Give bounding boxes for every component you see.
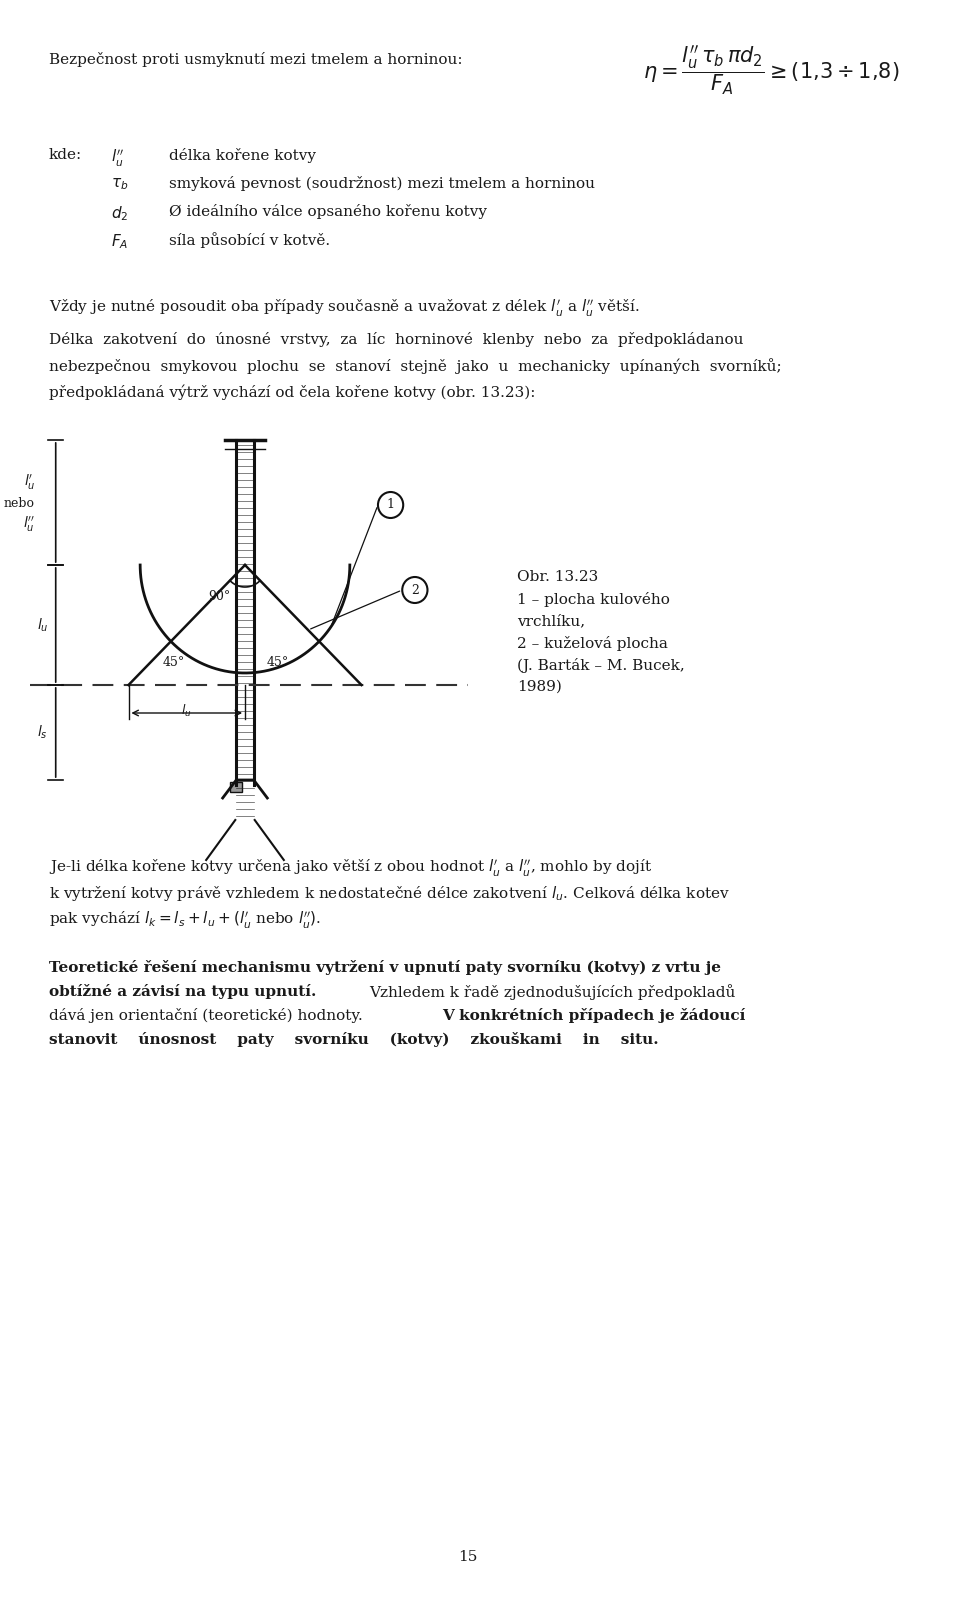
Text: V konkrétních případech je žádoucí: V konkrétních případech je žádoucí [442, 1008, 745, 1022]
Text: $l_s$: $l_s$ [37, 723, 48, 741]
Text: $l_u$: $l_u$ [37, 616, 49, 634]
Text: 45°: 45° [162, 656, 184, 669]
Text: 2 – kuželová plocha: 2 – kuželová plocha [516, 635, 667, 651]
Text: Teoretické řešení mechanismu vytržení v upnutí paty svorníku (kotvy) z vrtu je: Teoretické řešení mechanismu vytržení v … [49, 960, 721, 974]
Text: kde:: kde: [49, 149, 83, 162]
Text: $l_u^{\prime\prime}$: $l_u^{\prime\prime}$ [111, 149, 124, 170]
Text: $l_u$: $l_u$ [181, 702, 192, 718]
Text: nebezpečnou  smykovou  plochu  se  stanoví  stejně  jako  u  mechanicky  upínaný: nebezpečnou smykovou plochu se stanoví s… [49, 358, 781, 374]
Text: Obr. 13.23: Obr. 13.23 [516, 570, 598, 584]
Text: smyková pevnost (soudržnost) mezi tmelem a horninou: smyková pevnost (soudržnost) mezi tmelem… [169, 176, 595, 190]
Text: předpokládaná výtrž vychází od čela kořene kotvy (obr. 13.23):: předpokládaná výtrž vychází od čela koře… [49, 384, 536, 400]
Text: 15: 15 [459, 1550, 478, 1565]
Text: k vytržení kotvy právě vzhledem k nedostatečné délce zakotvení $l_u$. Celková dé: k vytržení kotvy právě vzhledem k nedost… [49, 883, 730, 902]
Text: vrchlíku,: vrchlíku, [516, 614, 585, 627]
Text: $l_u^{\prime}$: $l_u^{\prime}$ [24, 474, 36, 493]
Text: nebo: nebo [3, 498, 35, 510]
Text: stanovit    únosnost    paty    svorníku    (kotvy)    zkouškami    in    situ.: stanovit únosnost paty svorníku (kotvy) … [49, 1032, 659, 1046]
Text: obtížné a závisí na typu upnutí.: obtížné a závisí na typu upnutí. [49, 984, 316, 998]
Bar [230, 782, 242, 792]
Text: 1: 1 [387, 499, 395, 512]
Text: $\tau_b$: $\tau_b$ [111, 176, 129, 192]
Text: 90°: 90° [208, 590, 230, 603]
Text: $F_A$: $F_A$ [111, 232, 129, 251]
Text: 45°: 45° [266, 656, 289, 669]
Text: síla působící v kotvě.: síla působící v kotvě. [169, 232, 330, 248]
Text: $l_u^{\prime\prime}$: $l_u^{\prime\prime}$ [23, 515, 36, 534]
Text: Bezpečnost proti usmyknutí mezi tmelem a horninou:: Bezpečnost proti usmyknutí mezi tmelem a… [49, 51, 463, 67]
Text: Vždy je nutné posoudit oba případy současně a uvažovat z délek $l_u^{\prime}$ a : Vždy je nutné posoudit oba případy souča… [49, 298, 639, 318]
Text: Délka  zakotvení  do  únosné  vrstvy,  za  líc  horninové  klenby  nebo  za  pře: Délka zakotvení do únosné vrstvy, za líc… [49, 333, 743, 347]
Text: $d_2$: $d_2$ [111, 203, 129, 222]
Text: Vzhledem k řadě zjednodušujících předpokladů: Vzhledem k řadě zjednodušujících předpok… [370, 984, 735, 1000]
Text: dává jen orientační (teoretické) hodnoty.: dává jen orientační (teoretické) hodnoty… [49, 1008, 363, 1022]
Text: pak vychází $l_k = l_s + l_u + (l_u^{\prime}$ nebo $l_u^{\prime\prime})$.: pak vychází $l_k = l_s + l_u + (l_u^{\pr… [49, 910, 321, 931]
Text: délka kořene kotvy: délka kořene kotvy [169, 149, 316, 163]
Text: 1989): 1989) [516, 680, 562, 694]
Text: $\eta = \dfrac{l_u^{\prime\prime}\,\tau_b\,\pi d_2}{F_A} \geq (1{,}3 \div 1{,}8): $\eta = \dfrac{l_u^{\prime\prime}\,\tau_… [643, 43, 900, 98]
Text: Je-li délka kořene kotvy určena jako větší z obou hodnot $l_u^{\prime}$ a $l_u^{: Je-li délka kořene kotvy určena jako vět… [49, 858, 652, 878]
Text: Ø ideálního válce opsaného kořenu kotvy: Ø ideálního válce opsaného kořenu kotvy [169, 203, 488, 219]
Text: 1 – plocha kulového: 1 – plocha kulového [516, 592, 670, 606]
Text: 2: 2 [411, 584, 419, 597]
Text: (J. Barták – M. Bucek,: (J. Barták – M. Bucek, [516, 658, 684, 674]
